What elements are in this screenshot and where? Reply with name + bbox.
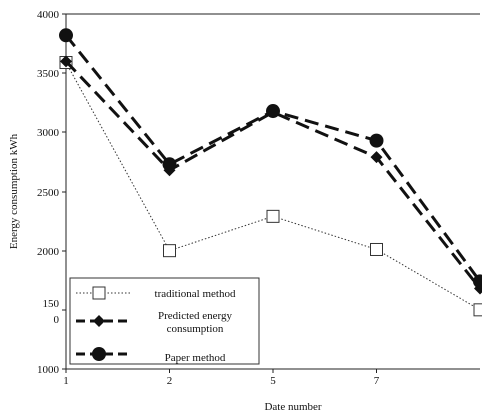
y-tick-label: 150 bbox=[43, 298, 60, 310]
marker-circle bbox=[369, 133, 384, 148]
x-tick-label: 5 bbox=[270, 375, 276, 387]
series-0 bbox=[59, 56, 482, 317]
legend-item-0: traditional method bbox=[76, 286, 236, 300]
legend-item-2: Paper method bbox=[76, 347, 226, 364]
chart-series bbox=[59, 28, 482, 317]
marker-circle bbox=[59, 28, 73, 43]
marker-open-square bbox=[473, 303, 482, 317]
series-line bbox=[65, 62, 481, 311]
marker-diamond bbox=[370, 151, 383, 164]
y-axis-title: Energy consumption kWh bbox=[8, 133, 20, 249]
legend-label: Paper method bbox=[165, 352, 226, 364]
y-tick-label: 3000 bbox=[37, 127, 60, 139]
marker-open-square bbox=[92, 286, 106, 300]
legend-item-1: Predicted energy consumption bbox=[76, 310, 233, 335]
x-tick-label: 2 bbox=[167, 375, 173, 387]
y-tick-label: 0 bbox=[54, 314, 60, 326]
marker-open-square bbox=[370, 242, 383, 256]
series-1 bbox=[60, 55, 482, 295]
y-tick-label: 2000 bbox=[37, 246, 60, 258]
x-tick-label: 7 bbox=[374, 375, 380, 387]
marker-open-square bbox=[163, 244, 176, 258]
x-axis-title: Date number bbox=[264, 401, 321, 413]
series-2 bbox=[59, 28, 482, 289]
y-tick-label: 1000 bbox=[37, 364, 60, 376]
marker-diamond bbox=[60, 55, 72, 68]
marker-diamond bbox=[93, 315, 105, 327]
y-tick-label: 2500 bbox=[37, 187, 60, 199]
y-tick-label: 3500 bbox=[37, 68, 60, 80]
x-tick-label: 1 bbox=[63, 375, 69, 387]
chart-legend: traditional method Predicted energy consum… bbox=[69, 277, 260, 365]
legend-label: traditional method bbox=[155, 288, 236, 300]
marker-circle bbox=[473, 274, 482, 289]
marker-circle bbox=[162, 157, 177, 172]
series-line bbox=[64, 34, 482, 283]
legend-label: Predicted energy consumption bbox=[158, 310, 233, 335]
marker-open-square bbox=[266, 209, 280, 223]
y-tick-label: 4000 bbox=[37, 9, 60, 21]
series-line bbox=[64, 60, 482, 290]
marker-circle bbox=[92, 347, 106, 361]
marker-circle bbox=[266, 104, 280, 119]
